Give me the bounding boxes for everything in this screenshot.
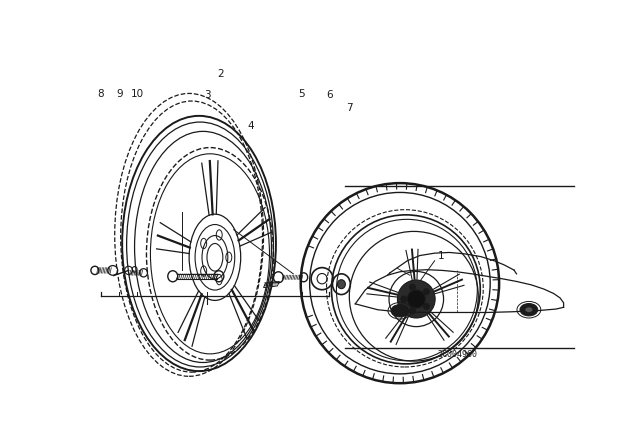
Text: 1: 1 xyxy=(438,250,444,261)
Circle shape xyxy=(520,303,538,316)
Ellipse shape xyxy=(408,290,425,308)
Ellipse shape xyxy=(423,303,429,310)
Ellipse shape xyxy=(410,284,415,290)
Circle shape xyxy=(391,305,409,317)
Text: 2C004960: 2C004960 xyxy=(437,350,477,359)
Text: 9: 9 xyxy=(116,90,123,99)
Text: 3: 3 xyxy=(204,90,211,100)
Text: 10: 10 xyxy=(131,90,143,99)
Text: 5: 5 xyxy=(298,90,305,99)
Text: 2: 2 xyxy=(217,69,224,79)
Ellipse shape xyxy=(401,296,407,302)
Ellipse shape xyxy=(423,289,429,295)
Ellipse shape xyxy=(397,280,435,318)
Text: 6: 6 xyxy=(326,90,333,100)
Text: 7: 7 xyxy=(346,103,353,113)
Ellipse shape xyxy=(410,308,415,314)
Text: 8: 8 xyxy=(97,90,104,99)
Circle shape xyxy=(525,307,533,313)
Text: 4: 4 xyxy=(248,121,255,131)
Ellipse shape xyxy=(337,280,346,289)
